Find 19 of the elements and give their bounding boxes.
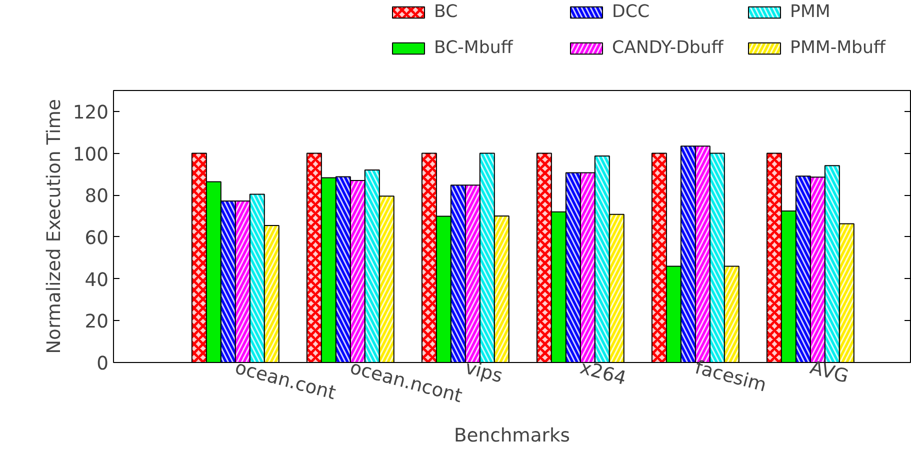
legend-label: CANDY-Dbuff xyxy=(612,38,725,58)
y-tick-label: 0 xyxy=(96,354,109,374)
x-axis-title: Benchmarks xyxy=(454,425,570,446)
legend-label: BC xyxy=(434,2,459,22)
x-tick-label: x264 xyxy=(578,357,628,390)
legend-label: DCC xyxy=(612,2,651,22)
x-tick-label: vips xyxy=(462,357,505,388)
legend-label: PMM-Mbuff xyxy=(790,38,887,58)
legend-label: PMM xyxy=(790,2,832,22)
y-tick-label: 20 xyxy=(84,312,109,333)
y-tick-label: 60 xyxy=(84,228,109,249)
y-tick-label: 40 xyxy=(84,270,109,291)
y-axis-title: Normalized Execution Time xyxy=(44,99,65,354)
legend-label: BC-Mbuff xyxy=(434,38,514,58)
y-tick-label: 80 xyxy=(84,186,109,208)
y-tick-label: 100 xyxy=(72,144,108,166)
x-tick-label: facesim xyxy=(692,357,768,396)
y-tick-label: 120 xyxy=(72,102,108,124)
x-tick-label: AVG xyxy=(808,357,851,388)
